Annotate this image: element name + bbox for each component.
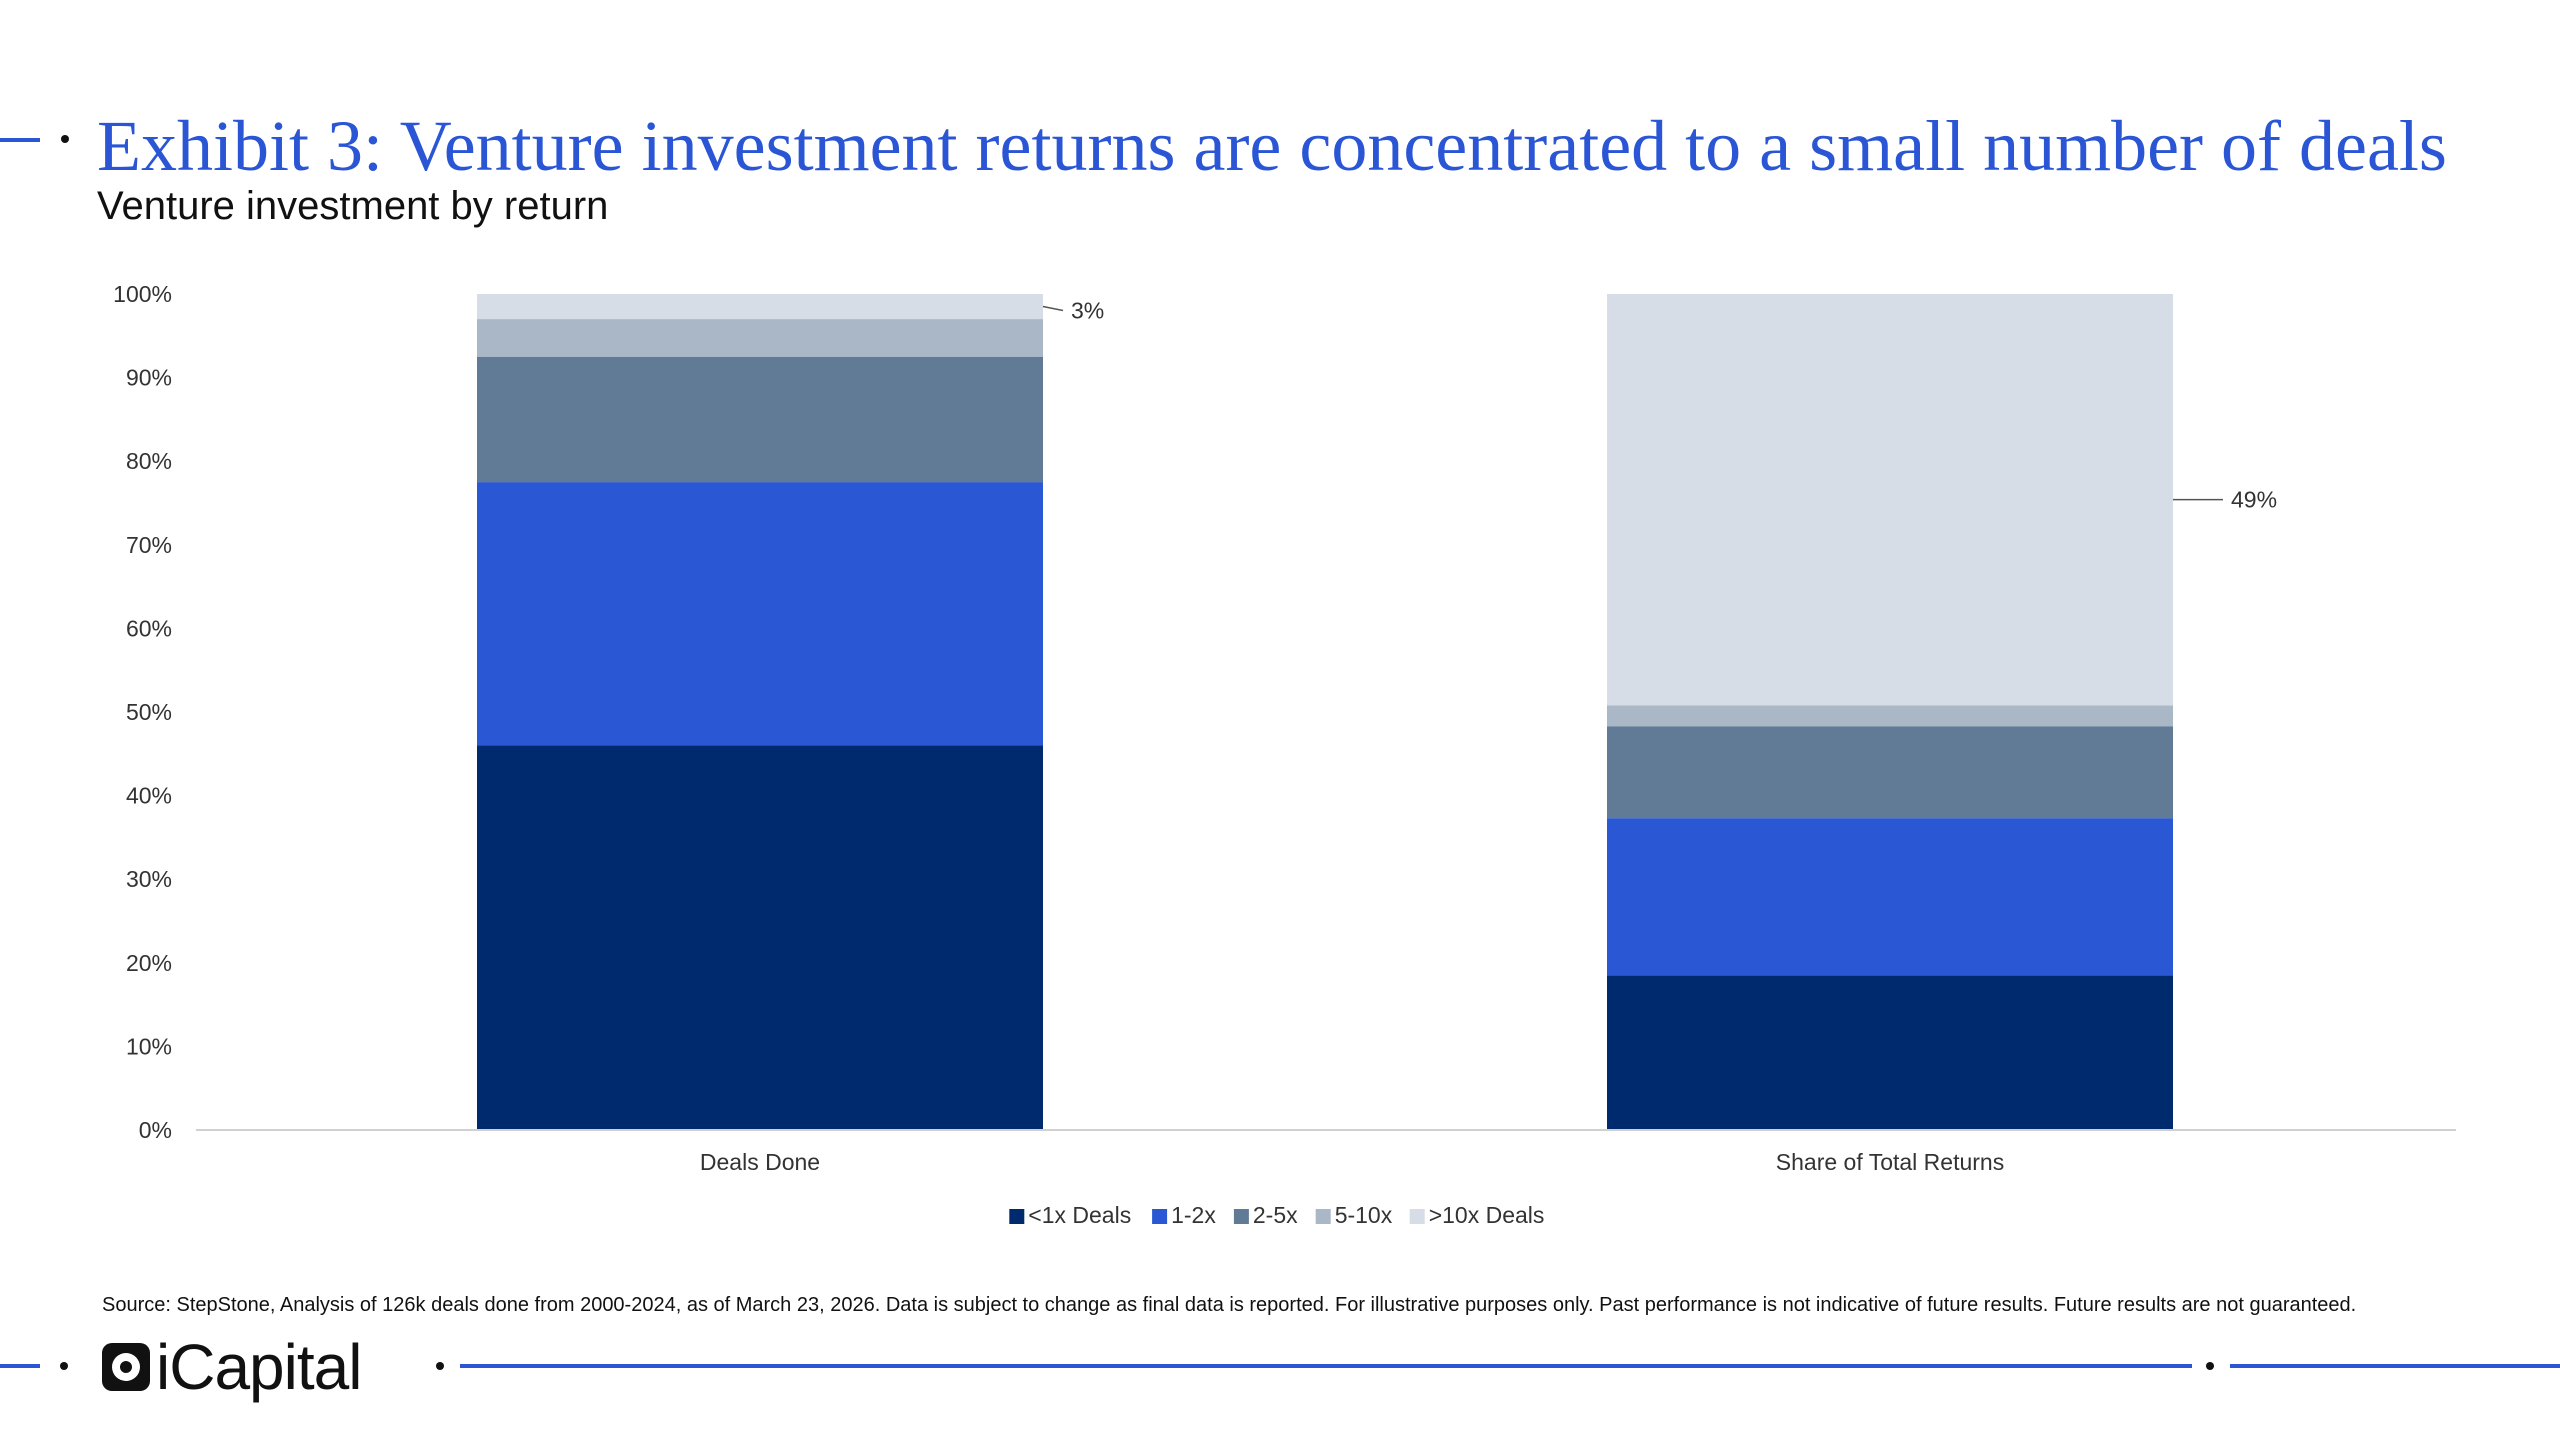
chart-annotations: 3% 49%	[1042, 298, 2277, 513]
bar-segment	[477, 745, 1043, 1130]
bar-segment	[477, 319, 1043, 357]
y-tick-label: 100%	[113, 281, 172, 307]
legend-swatch	[1152, 1209, 1168, 1224]
footer-divider-dot	[436, 1362, 444, 1370]
bar-segment	[1607, 975, 2173, 1130]
bar-stacks	[477, 294, 2173, 1130]
y-tick-label: 80%	[126, 448, 172, 474]
footer-divider-dot	[2206, 1362, 2214, 1370]
bar-segment	[1607, 818, 2173, 976]
icapital-logo-icon	[102, 1343, 150, 1391]
bar-segment	[1607, 726, 2173, 819]
y-tick-label: 10%	[126, 1033, 172, 1059]
legend-label: <1x Deals	[1028, 1202, 1131, 1228]
x-axis: Deals Done Share of Total Returns	[196, 1129, 2456, 1175]
source-note: Source: StepStone, Analysis of 126k deal…	[102, 1294, 2357, 1316]
legend-label: 2-5x	[1253, 1202, 1298, 1228]
footer-rule	[460, 1364, 2192, 1368]
legend-label: >10x Deals	[1429, 1202, 1545, 1228]
data-label: 3%	[1071, 298, 1104, 324]
y-axis: 0% 10% 20% 30% 40% 50% 60% 70% 80% 90% 100%	[113, 281, 172, 1143]
x-tick-label: Deals Done	[700, 1149, 820, 1175]
page-subtitle: Venture investment by return	[97, 184, 609, 228]
icapital-logo: iCapital	[102, 1331, 362, 1403]
y-tick-label: 30%	[126, 866, 172, 892]
x-tick-label: Share of Total Returns	[1776, 1149, 2004, 1175]
bar-segment	[1607, 294, 2173, 706]
stacked-bar-chart: 0% 10% 20% 30% 40% 50% 60% 70% 80% 90% 100% Deals …	[113, 281, 2456, 1228]
legend-swatch	[1009, 1209, 1025, 1224]
bar-segment	[477, 294, 1043, 320]
icapital-logo-wordmark: iCapital	[156, 1331, 362, 1403]
legend-swatch	[1409, 1209, 1425, 1224]
legend-swatch	[1233, 1209, 1249, 1224]
y-tick-label: 90%	[126, 365, 172, 391]
bar-segment	[1607, 705, 2173, 727]
page-title: Exhibit 3: Venture investment returns ar…	[97, 106, 2447, 186]
y-tick-label: 50%	[126, 699, 172, 725]
y-tick-label: 20%	[126, 950, 172, 976]
y-tick-label: 40%	[126, 783, 172, 809]
chart-legend: <1x Deals 1-2x 2-5x 5-10x >10x Deals	[1009, 1202, 1544, 1228]
footer-accent-dot	[60, 1362, 68, 1370]
title-accent-dot	[61, 135, 69, 143]
footer-accent-dash	[0, 1364, 40, 1368]
legend-swatch	[1315, 1209, 1331, 1224]
title-accent-dash	[0, 138, 40, 142]
bar-segment	[477, 356, 1043, 483]
data-label: 49%	[2231, 487, 2277, 513]
legend-label: 5-10x	[1335, 1202, 1393, 1228]
y-tick-label: 70%	[126, 532, 172, 558]
legend-label: 1-2x	[1171, 1202, 1216, 1228]
annotation-leader	[1042, 305, 1064, 312]
y-tick-label: 0%	[139, 1117, 172, 1143]
y-tick-label: 60%	[126, 615, 172, 641]
footer-rule	[2230, 1364, 2560, 1368]
bar-segment	[477, 482, 1043, 746]
